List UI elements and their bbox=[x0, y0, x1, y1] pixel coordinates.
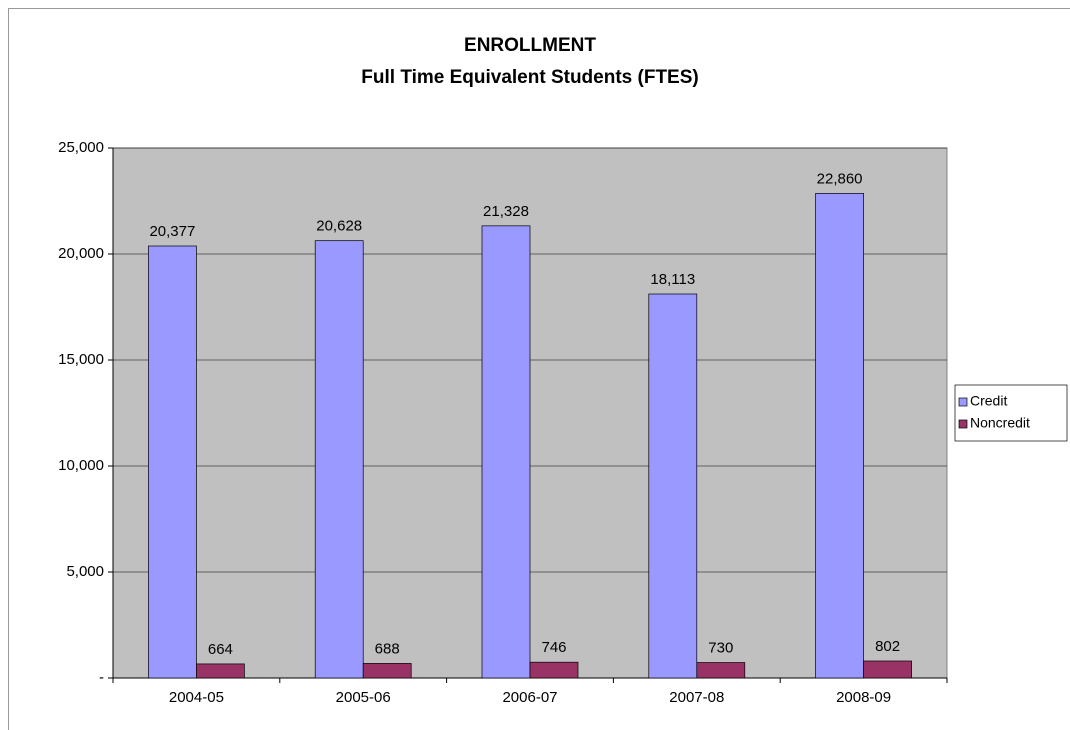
bar bbox=[314, 240, 364, 679]
x-tick-label: 2004-05 bbox=[169, 689, 224, 706]
chart-title: ENROLLMENT bbox=[464, 35, 596, 56]
value-label: 802 bbox=[875, 638, 900, 655]
y-tick-label: 10,000 bbox=[58, 457, 104, 474]
x-tick-label: 2008-09 bbox=[836, 689, 891, 706]
value-label: 20,628 bbox=[316, 218, 362, 235]
value-label: 730 bbox=[708, 639, 733, 656]
value-label: 688 bbox=[375, 640, 400, 657]
bar bbox=[648, 293, 698, 679]
y-tick-label: 15,000 bbox=[58, 351, 104, 368]
value-label: 22,860 bbox=[817, 170, 863, 187]
value-label: 21,328 bbox=[483, 203, 529, 220]
value-label: 746 bbox=[541, 639, 566, 656]
chart-subtitle: Full Time Equivalent Students (FTES) bbox=[361, 67, 698, 88]
legend-swatch bbox=[958, 419, 968, 429]
bar bbox=[196, 663, 245, 679]
legend-label: Credit bbox=[970, 393, 1007, 409]
y-tick-label: 20,000 bbox=[58, 245, 104, 262]
bar bbox=[481, 225, 531, 679]
legend-box bbox=[954, 384, 1068, 442]
y-tick-label: 5,000 bbox=[66, 563, 104, 580]
bar bbox=[362, 663, 412, 679]
legend-swatch bbox=[958, 397, 968, 407]
bar bbox=[148, 245, 197, 679]
bar bbox=[529, 661, 579, 679]
bar bbox=[815, 193, 864, 679]
y-tick-label: - bbox=[99, 669, 104, 686]
value-label: 18,113 bbox=[650, 271, 695, 288]
value-label: 20,377 bbox=[149, 223, 195, 240]
x-tick-label: 2006-07 bbox=[502, 689, 557, 706]
value-label: 664 bbox=[208, 641, 233, 658]
bar bbox=[696, 662, 746, 679]
legend-label: Noncredit bbox=[970, 415, 1030, 431]
x-tick-label: 2007-08 bbox=[669, 689, 724, 706]
x-tick-label: 2005-06 bbox=[336, 689, 391, 706]
y-tick-label: 25,000 bbox=[58, 139, 104, 156]
bar bbox=[863, 660, 912, 679]
